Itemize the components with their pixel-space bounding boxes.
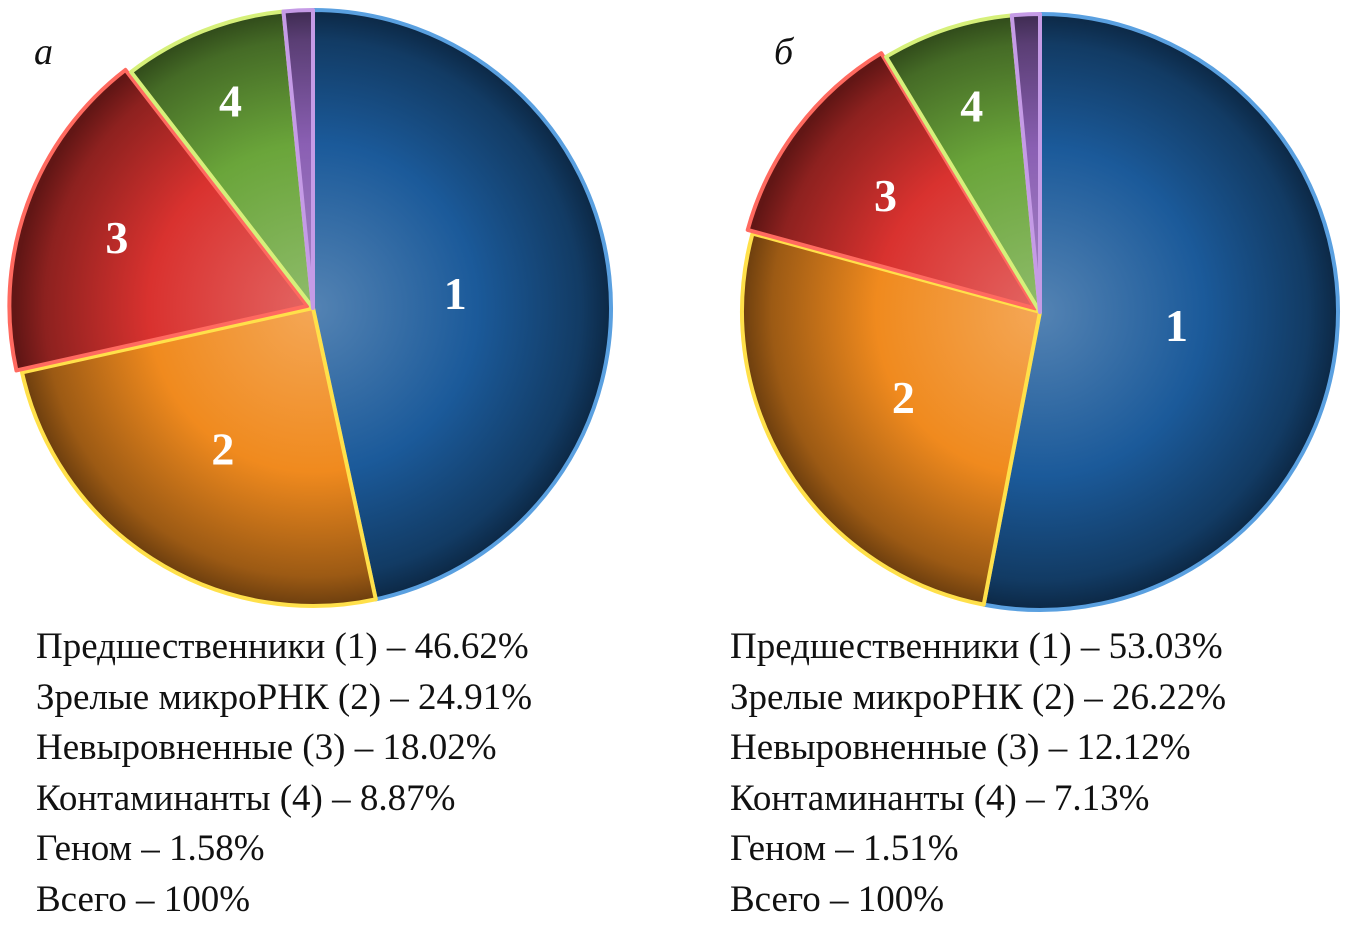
legend-item: Невыровненные (3) – 18.02% (36, 727, 497, 768)
pie-slice-2 (20, 306, 378, 608)
pie-panel-b: б 1 2 3 4 Предшественники (1) – 53.03% Зрел… (676, 0, 1351, 925)
slice-label-1: 1 (1165, 300, 1188, 351)
legend-item: Контаминанты (4) – 8.87% (36, 777, 456, 819)
panel-letter-b: б (774, 31, 794, 73)
legend-item: Геном – 1.51% (730, 828, 959, 869)
slice-label-4: 4 (219, 75, 242, 126)
slice-label-3: 3 (874, 170, 897, 221)
slice-label-2: 2 (211, 423, 234, 474)
pie-chart-a: 1 2 3 4 (7, 8, 613, 608)
legend-b: Предшественники (1) – 53.03% Зрелые микр… (730, 622, 1226, 925)
pie-slice-3 (7, 67, 310, 373)
slice-label-2: 2 (892, 372, 915, 423)
legend-item: Геном – 1.58% (36, 828, 265, 869)
legend-item: Предшественники (1) – 46.62% (36, 626, 529, 667)
pie-slice-4 (129, 9, 315, 310)
pie-slice-4 (884, 13, 1042, 314)
slice-label-1: 1 (444, 268, 467, 319)
pie-panel-a: а 1 2 3 4 Предшественники (1) – 46.62% Зрел… (0, 0, 675, 925)
legend-item: Зрелые микроРНК (2) – 24.91% (36, 676, 533, 718)
legend-item: Всего – 100% (36, 878, 251, 920)
legend-item: Зрелые микроРНК (2) – 26.22% (730, 676, 1227, 718)
pie-slice-5 (1009, 12, 1042, 314)
legend-item: Предшественники (1) – 53.03% (730, 626, 1223, 667)
pie-slice-3 (745, 51, 1038, 311)
legend-a: Предшественники (1) – 46.62% Зрелые микр… (36, 622, 532, 925)
legend-item: Всего – 100% (730, 878, 945, 920)
panel-letter-a: а (34, 31, 53, 73)
pie-chart-b: 1 2 3 4 (740, 12, 1340, 612)
pie-slice-1 (981, 12, 1340, 612)
pie-slice-1 (311, 8, 613, 602)
pie-slice-5 (281, 8, 315, 310)
slice-label-3: 3 (105, 212, 128, 263)
pie-slice-2 (740, 231, 1042, 607)
legend-item: Контаминанты (4) – 7.13% (730, 777, 1150, 819)
legend-item: Невыровненные (3) – 12.12% (730, 727, 1191, 768)
slice-label-4: 4 (960, 80, 983, 131)
